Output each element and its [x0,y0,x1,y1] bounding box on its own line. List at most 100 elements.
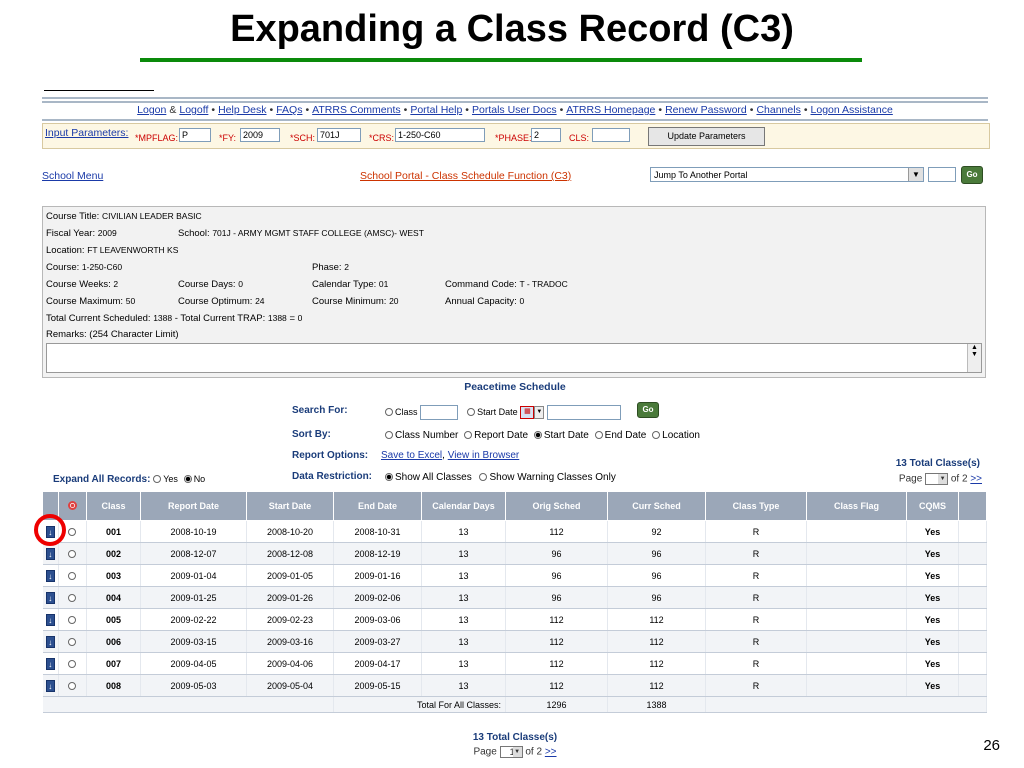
nav-link[interactable]: Logoff [179,104,209,116]
radio-sort-end-date[interactable] [594,431,603,439]
update-parameters-button[interactable]: Update Parameters [648,127,765,146]
table-cell: 2009-01-25 [140,586,247,609]
cls-field[interactable] [592,128,630,142]
fiscal-year-label: Fiscal Year: [46,228,96,239]
nav-link[interactable]: Renew Password [665,104,747,116]
nav-link[interactable]: Help Desk [218,104,267,116]
expand-record-icon[interactable]: ↓ [45,679,55,692]
sort-option: Location [662,430,700,441]
row-select-radio[interactable] [67,527,76,536]
radio-show-all-classes[interactable] [385,473,393,481]
nav-link[interactable]: ATRRS Comments [312,104,401,116]
row-select-radio[interactable] [67,659,76,668]
phase-field[interactable] [531,128,561,142]
page-select[interactable]: 1▼ [499,746,523,758]
school-label: School: [178,228,210,239]
jump-input[interactable] [928,167,956,182]
total-trap-value: 1388 [267,313,287,323]
chevron-down-icon[interactable]: ▼ [534,406,545,419]
jump-portal-select[interactable]: Jump To Another Portal ▼ [650,167,924,182]
table-row[interactable]: ↓ 001 2008-10-19 2008-10-20 2008-10-31 13 112 9… [42,520,987,543]
start-date-input[interactable] [547,405,622,420]
radio-search-class[interactable] [385,408,393,417]
nav-link[interactable]: Logon [137,104,167,116]
column-header[interactable]: Class Flag [806,491,907,521]
column-header[interactable]: End Date [333,491,422,521]
remarks-textarea[interactable]: ▲ ▼ [46,343,982,373]
nav-link[interactable]: Portal Help [410,104,463,116]
bullet-separator: • [658,104,663,116]
table-row[interactable]: ↓ 007 2009-04-05 2009-04-06 2009-04-17 13 112 1… [42,652,987,675]
expand-record-icon[interactable]: ↓ [45,657,55,670]
scrollbar[interactable]: ▲ ▼ [967,344,981,372]
chevron-down-icon[interactable]: ▼ [908,168,923,181]
row-select-radio[interactable] [67,593,76,602]
radio-search-start-date[interactable] [467,408,476,417]
column-header[interactable]: Orig Sched [505,491,608,521]
dash-separator: - [174,313,178,324]
expand-record-icon[interactable]: ↓ [45,613,55,626]
column-header[interactable]: Start Date [246,491,334,521]
radio-expand-no[interactable] [183,475,192,483]
table-row[interactable]: ↓ 004 2009-01-25 2009-01-26 2009-02-06 13 96 96… [42,586,987,609]
column-header[interactable]: Class [86,491,141,521]
input-parameters-link[interactable]: Input Parameters: [45,127,129,139]
table-header-row: Class Report Date Start Date End Date Ca… [42,491,987,521]
expand-record-icon[interactable]: ↓ [45,591,55,604]
phase-label: Phase: [312,262,342,273]
column-header[interactable]: Calendar Days [421,491,506,521]
nav-link[interactable]: FAQs [276,104,303,116]
table-cell: R [705,564,807,587]
next-page-link[interactable]: >> [544,746,557,758]
jump-go-button[interactable]: Go [961,166,983,184]
radio-sort-report-date[interactable] [464,431,473,439]
row-select-radio[interactable] [67,615,76,624]
class-search-input[interactable] [420,405,459,420]
radio-sort-start-date[interactable] [533,431,542,439]
expand-record-icon[interactable]: ↓ [45,569,55,582]
table-cell: 96 [607,542,706,565]
view-in-browser-link[interactable]: View in Browser [447,450,520,461]
fy-field[interactable] [240,128,280,142]
crs-field[interactable] [395,128,485,142]
next-page-link[interactable]: >> [970,473,982,485]
radio-sort-location[interactable] [652,431,661,439]
table-row[interactable]: ↓ 002 2008-12-07 2008-12-08 2008-12-19 13 96 96… [42,542,987,565]
table-cell: Yes [906,564,959,587]
radio-show-warning-classes[interactable] [479,473,488,481]
total-scheduled-value: 1388 [153,313,173,323]
jump-portal-value: Jump To Another Portal [654,170,748,180]
row-select-radio[interactable] [67,637,76,646]
expand-record-icon[interactable]: ↓ [45,547,55,560]
column-header[interactable]: Class Type [705,491,807,521]
radio-expand-yes[interactable] [153,475,162,483]
nav-link[interactable]: Logon Assistance [810,104,893,116]
calendar-icon[interactable]: ▦ [520,406,535,419]
restriction-option: Show All Classes [395,472,472,483]
table-cell: 2009-04-06 [246,652,334,675]
nav-link[interactable]: Portals User Docs [471,104,557,116]
school-menu-link[interactable]: School Menu [42,170,104,182]
mpflag-field[interactable] [179,128,211,142]
expand-record-icon[interactable]: ↓ [45,635,55,648]
search-go-button[interactable]: Go [637,402,659,418]
radio-sort-class-number[interactable] [385,431,393,439]
table-row[interactable]: ↓ 005 2009-02-22 2009-02-23 2009-03-06 13 112 1… [42,608,987,631]
row-select-radio[interactable] [67,571,76,580]
table-cell [958,542,987,565]
sch-field[interactable] [317,128,361,142]
table-row[interactable]: ↓ 003 2009-01-04 2009-01-05 2009-01-16 13 96 96… [42,564,987,587]
save-to-excel-link[interactable]: Save to Excel [381,450,443,461]
column-header[interactable]: CQMS [906,491,959,521]
location-value: FT LEAVENWORTH KS [87,245,179,255]
portal-function-title[interactable]: School Portal - Class Schedule Function … [360,170,572,182]
row-select-radio[interactable] [67,681,76,690]
page-select[interactable]: 1▼ [925,473,949,485]
row-select-radio[interactable] [67,549,76,558]
column-header[interactable]: Report Date [140,491,247,521]
nav-link[interactable]: Channels [756,104,801,116]
nav-link[interactable]: ATRRS Homepage [566,104,656,116]
table-row[interactable]: ↓ 008 2009-05-03 2009-05-04 2009-05-15 13 112 1… [42,674,987,697]
column-header[interactable]: Curr Sched [607,491,706,521]
table-row[interactable]: ↓ 006 2009-03-15 2009-03-16 2009-03-27 13 112 1… [42,630,987,653]
